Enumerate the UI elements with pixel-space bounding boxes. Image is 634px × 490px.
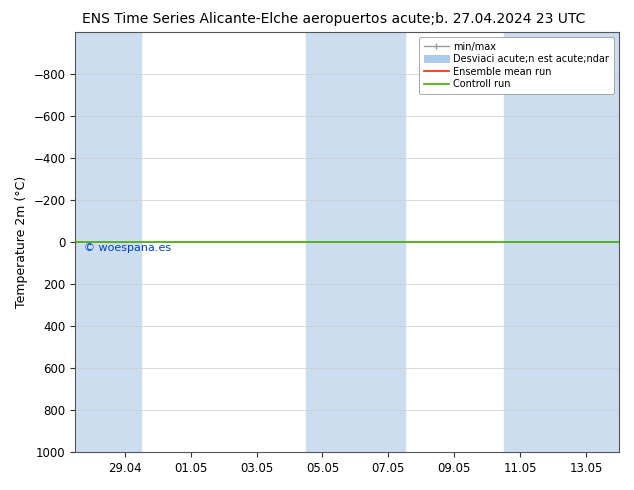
Bar: [75, 32, 141, 452]
Text: s acute;b. 27.04.2024 23 UTC: s acute;b. 27.04.2024 23 UTC: [380, 12, 586, 26]
Legend: min/max, Desviaci acute;n est acute;ndar, Ensemble mean run, Controll run: min/max, Desviaci acute;n est acute;ndar…: [419, 37, 614, 94]
Text: ENS Time Series Alicante-Elche aeropuerto: ENS Time Series Alicante-Elche aeropuert…: [82, 12, 380, 26]
Text: © woespana.es: © woespana.es: [84, 244, 171, 253]
Bar: [503, 32, 619, 452]
Bar: [306, 32, 405, 452]
Y-axis label: Temperature 2m (°C): Temperature 2m (°C): [15, 176, 28, 308]
